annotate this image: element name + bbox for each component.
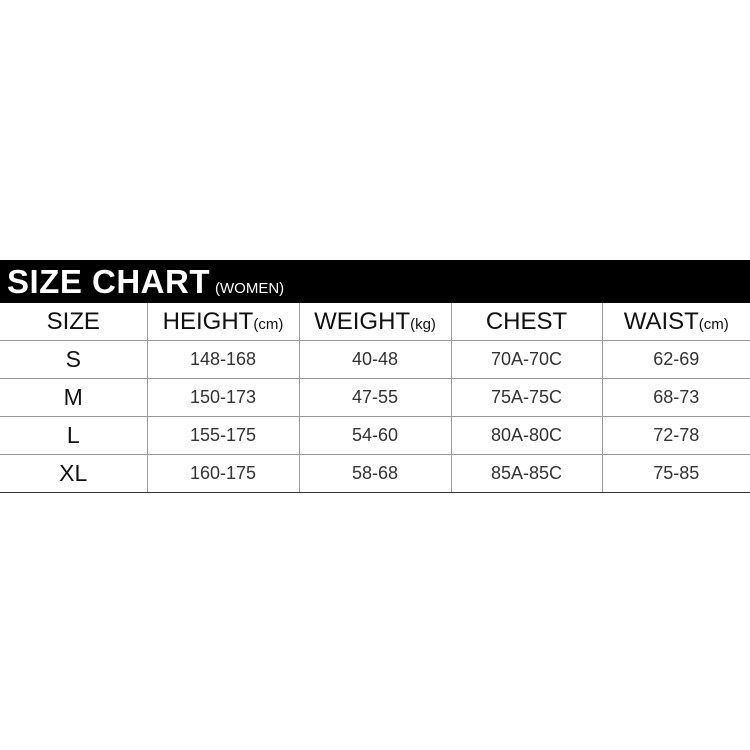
size-table: SIZE HEIGHT(cm) WEIGHT(kg) CHEST WAIST(c…	[0, 303, 750, 493]
cell-weight: 58-68	[298, 454, 451, 493]
header-label: WAIST	[623, 307, 699, 335]
size-chart-banner: SIZE CHART (WOMEN)	[0, 260, 750, 303]
cell-size: S	[0, 340, 147, 379]
header-label: WEIGHT	[314, 307, 411, 335]
cell-waist: 75-85	[601, 454, 750, 493]
cell-height: 148-168	[146, 340, 299, 379]
header-size: SIZE	[0, 303, 147, 341]
cell-size: XL	[0, 454, 147, 493]
header-waist: WAIST(cm)	[601, 303, 750, 341]
header-weight: WEIGHT(kg)	[298, 303, 451, 341]
header-unit: (kg)	[410, 315, 436, 333]
table-row: XL 160-175 58-68 85A-85C 75-85	[0, 454, 750, 493]
table-row: M 150-173 47-55 75A-75C 68-73	[0, 378, 750, 417]
cell-weight: 47-55	[298, 378, 451, 417]
header-label: SIZE	[46, 307, 100, 335]
cell-waist: 72-78	[601, 416, 750, 455]
cell-weight: 40-48	[298, 340, 451, 379]
header-unit: (cm)	[698, 315, 729, 333]
cell-waist: 62-69	[601, 340, 750, 379]
cell-size: L	[0, 416, 147, 455]
table-row: L 155-175 54-60 80A-80C 72-78	[0, 416, 750, 455]
header-label: HEIGHT	[162, 307, 254, 335]
cell-chest: 75A-75C	[450, 378, 602, 417]
cell-chest: 70A-70C	[450, 340, 602, 379]
banner-subtitle: (WOMEN)	[215, 280, 285, 297]
cell-weight: 54-60	[298, 416, 451, 455]
cell-chest: 80A-80C	[450, 416, 602, 455]
table-row: S 148-168 40-48 70A-70C 62-69	[0, 340, 750, 379]
cell-height: 150-173	[146, 378, 299, 417]
cell-height: 155-175	[146, 416, 299, 455]
cell-size: M	[0, 378, 147, 417]
banner-title: SIZE CHART	[7, 263, 210, 300]
header-row: SIZE HEIGHT(cm) WEIGHT(kg) CHEST WAIST(c…	[0, 303, 750, 341]
cell-height: 160-175	[146, 454, 299, 493]
cell-chest: 85A-85C	[450, 454, 602, 493]
header-height: HEIGHT(cm)	[146, 303, 299, 341]
header-label: CHEST	[485, 307, 568, 335]
header-unit: (cm)	[253, 315, 284, 333]
cell-waist: 68-73	[601, 378, 750, 417]
header-chest: CHEST	[450, 303, 602, 341]
